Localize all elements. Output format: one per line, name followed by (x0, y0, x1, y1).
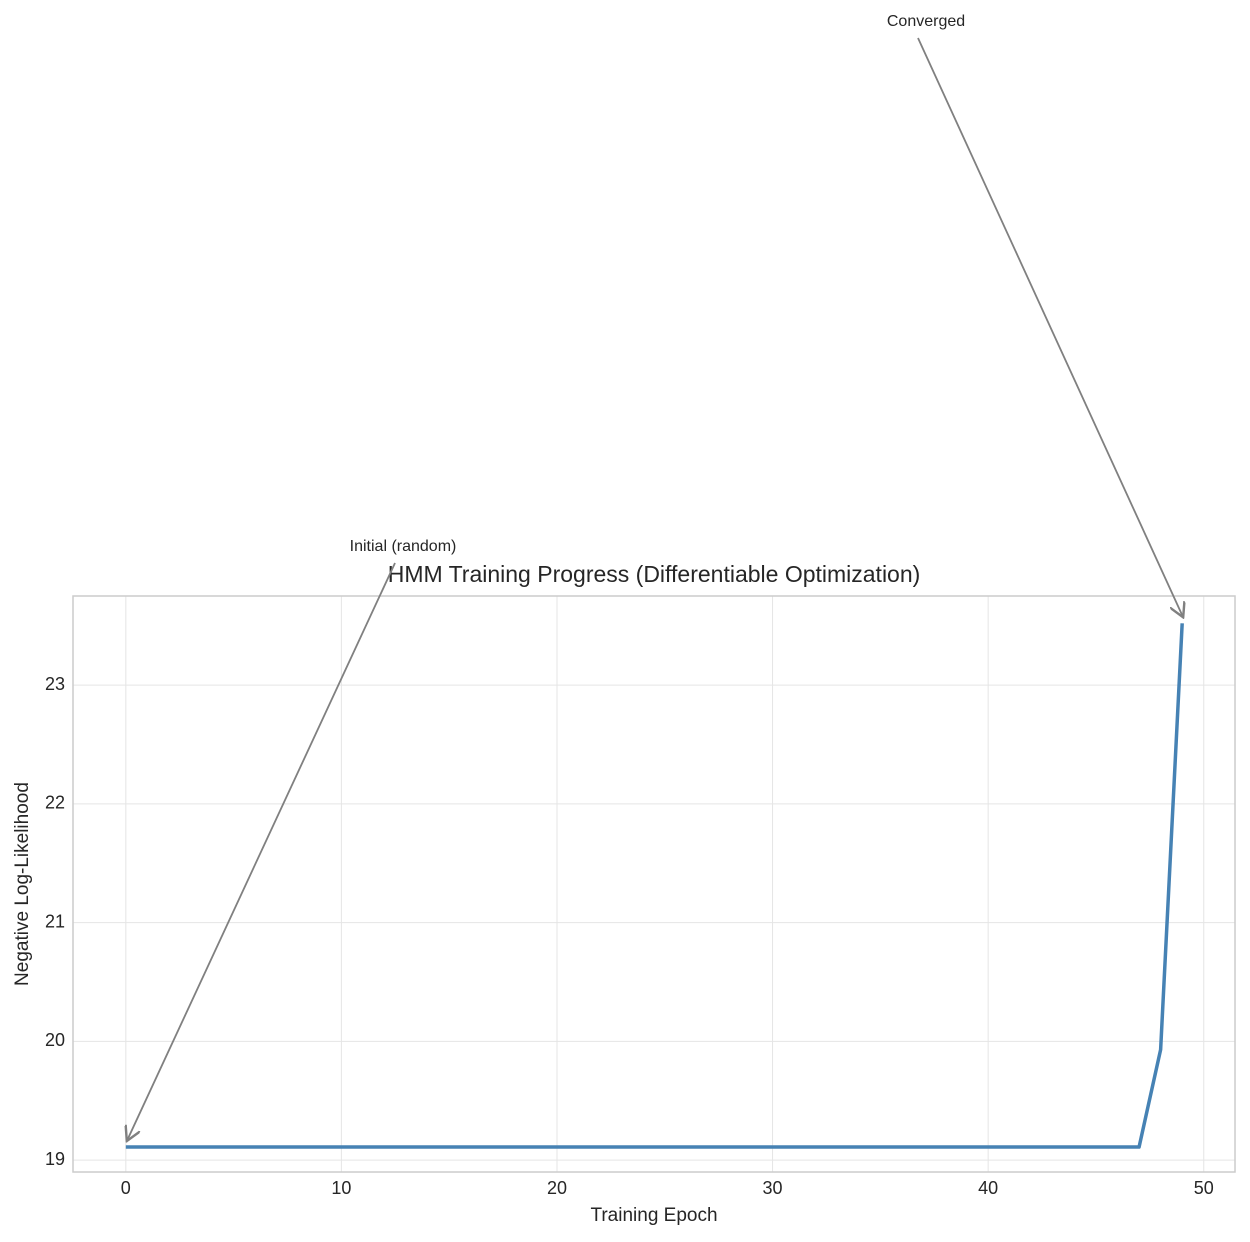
y-tick-label: 22 (45, 793, 65, 813)
y-tick-label: 23 (45, 674, 65, 694)
annotation-arrow (917, 37, 1183, 617)
x-axis-label: Training Epoch (590, 1205, 717, 1226)
x-tick-label: 10 (331, 1178, 351, 1198)
y-tick-label: 19 (45, 1149, 65, 1169)
x-tick-label: 50 (1194, 1178, 1214, 1198)
y-tick-label: 21 (45, 911, 65, 931)
annotation-arrow (127, 562, 396, 1141)
x-tick-label: 20 (547, 1178, 567, 1198)
annotation-text: Converged (887, 13, 965, 30)
x-tick-label: 0 (121, 1178, 131, 1198)
data-line (125, 623, 1184, 1149)
y-axis-label: Negative Log-Likelihood (12, 782, 33, 986)
x-tick-label: 40 (978, 1178, 998, 1198)
plot-frame (72, 595, 1236, 1173)
chart-title: HMM Training Progress (Differentiable Op… (388, 561, 921, 587)
y-tick-label: 20 (45, 1030, 65, 1050)
x-tick-label: 30 (763, 1178, 783, 1198)
annotation-text: Initial (random) (350, 538, 457, 555)
